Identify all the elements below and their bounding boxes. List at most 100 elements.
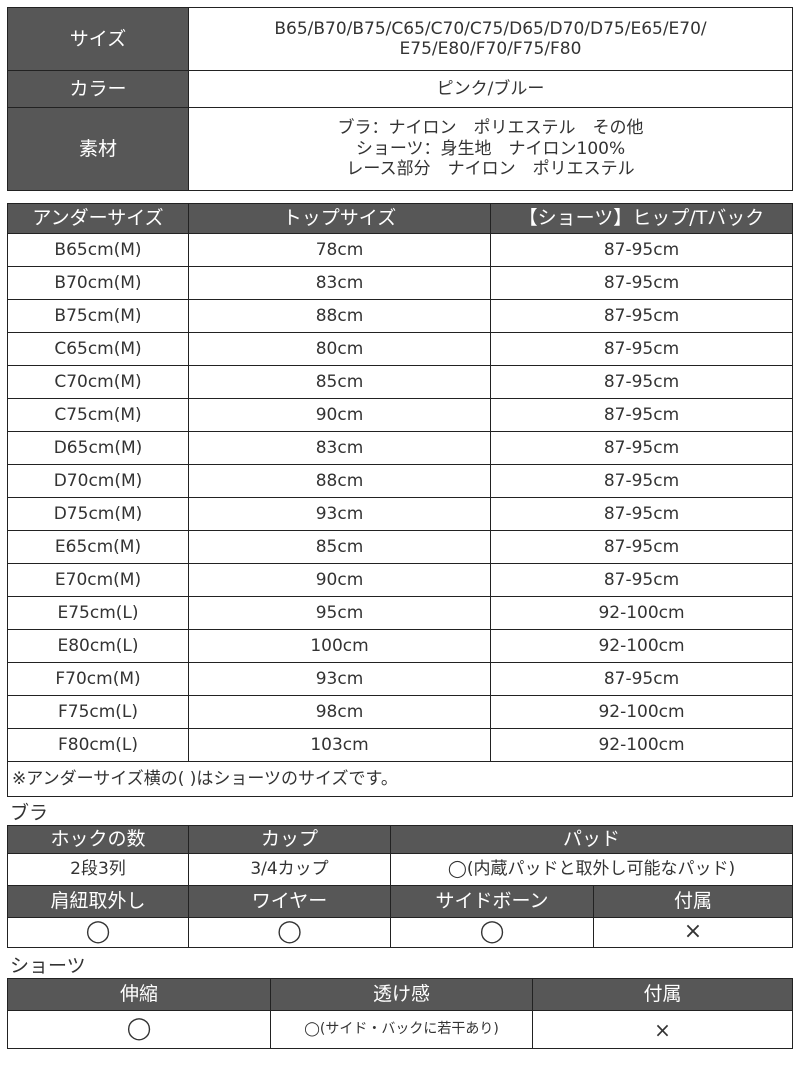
spec-table: サイズ B65/B70/B75/C65/C70/C75/D65/D70/D75/… [7,7,793,191]
shorts-header: 付属 [532,978,793,1011]
bra-header: パッド [390,825,793,854]
header-under: アンダーサイズ [7,203,189,234]
top-size-cell: 103cm [188,728,491,762]
hip-size-cell: 92-100cm [490,629,793,663]
table-row: D65cm(M) 83cm 87-95cm [7,431,793,465]
hip-size-cell: 87-95cm [490,398,793,432]
size-label: サイズ [7,7,189,71]
hip-size-cell: 92-100cm [490,728,793,762]
top-size-cell: 83cm [188,431,491,465]
header-hip: 【ショーツ】ヒップ/Tバック [490,203,793,234]
table-row: E75cm(L) 95cm 92-100cm [7,596,793,630]
hip-size-cell: 87-95cm [490,530,793,564]
table-row: E70cm(M) 90cm 87-95cm [7,563,793,597]
size-row: サイズ B65/B70/B75/C65/C70/C75/D65/D70/D75/… [7,7,793,71]
under-size-cell: F75cm(L) [7,695,189,729]
material-line: ブラ：ナイロン ポリエステル その他 [337,118,644,139]
under-size-cell: D65cm(M) [7,431,189,465]
shorts-value: ◯(サイド・バックに若干あり) [270,1010,533,1049]
shorts-title: ショーツ [10,955,86,977]
top-size-cell: 78cm [188,233,491,267]
hip-size-cell: 87-95cm [490,662,793,696]
under-size-cell: D75cm(M) [7,497,189,531]
bra-header-row: 肩紐取外し ワイヤー サイドボーン 付属 [7,885,793,918]
bra-value-row: 2段3列 3/4カップ ◯(内蔵パッドと取外し可能なパッド) [7,853,793,886]
shorts-header-row: 伸縮 透け感 付属 [7,978,793,1011]
table-row: C70cm(M) 85cm 87-95cm [7,365,793,399]
under-size-cell: C65cm(M) [7,332,189,366]
bra-header: 付属 [593,885,793,918]
under-size-cell: E65cm(M) [7,530,189,564]
top-size-cell: 88cm [188,299,491,333]
table-row: E65cm(M) 85cm 87-95cm [7,530,793,564]
table-row: D75cm(M) 93cm 87-95cm [7,497,793,531]
material-line: レース部分 ナイロン ポリエステル [346,159,635,180]
table-row: D70cm(M) 88cm 87-95cm [7,464,793,498]
top-size-cell: 100cm [188,629,491,663]
bra-value: ◯ [188,917,391,948]
under-size-cell: E80cm(L) [7,629,189,663]
size-line: B65/B70/B75/C65/C70/C75/D65/D70/D75/E65/… [274,18,707,39]
top-size-cell: 90cm [188,563,491,597]
hip-size-cell: 87-95cm [490,497,793,531]
hip-size-cell: 87-95cm [490,266,793,300]
top-size-cell: 90cm [188,398,491,432]
bra-value: ◯ [7,917,189,948]
bra-header: 肩紐取外し [7,885,189,918]
under-size-cell: E75cm(L) [7,596,189,630]
under-size-cell: F70cm(M) [7,662,189,696]
size-table-header: アンダーサイズ トップサイズ 【ショーツ】ヒップ/Tバック [7,203,793,234]
under-size-cell: F80cm(L) [7,728,189,762]
bra-value: × [593,917,793,948]
bra-value-row: ◯ ◯ ◯ × [7,917,793,948]
top-size-cell: 85cm [188,530,491,564]
material-value: ブラ：ナイロン ポリエステル その他 ショーツ：身生地 ナイロン100% レース部分… [188,107,793,191]
shorts-header: 伸縮 [7,978,271,1011]
bra-value: 3/4カップ [188,853,391,886]
bra-header: ワイヤー [188,885,391,918]
hip-size-cell: 87-95cm [490,431,793,465]
under-size-cell: D70cm(M) [7,464,189,498]
size-note: ※アンダーサイズ横の( )はショーツのサイズです。 [7,761,793,797]
hip-size-cell: 87-95cm [490,299,793,333]
hip-size-cell: 87-95cm [490,332,793,366]
shorts-header: 透け感 [270,978,533,1011]
table-row: B75cm(M) 88cm 87-95cm [7,299,793,333]
material-row: 素材 ブラ：ナイロン ポリエステル その他 ショーツ：身生地 ナイロン100% レー… [7,107,793,191]
hip-size-cell: 87-95cm [490,233,793,267]
bra-value: ◯ [390,917,594,948]
top-size-cell: 98cm [188,695,491,729]
table-row: F70cm(M) 93cm 87-95cm [7,662,793,696]
top-size-cell: 93cm [188,662,491,696]
bra-value: ◯(内蔵パッドと取外し可能なパッド) [390,853,793,886]
hip-size-cell: 87-95cm [490,563,793,597]
table-row: B70cm(M) 83cm 87-95cm [7,266,793,300]
color-value: ピンク/ブルー [188,70,793,108]
table-row: F80cm(L) 103cm 92-100cm [7,728,793,762]
bra-title: ブラ [10,802,49,824]
bra-header-row: ホックの数 カップ パッド [7,825,793,854]
top-size-cell: 88cm [188,464,491,498]
bra-value: 2段3列 [7,853,189,886]
size-line: E75/E80/F70/F75/F80 [399,39,582,59]
material-label: 素材 [7,107,189,191]
bra-header: カップ [188,825,391,854]
table-row: C75cm(M) 90cm 87-95cm [7,398,793,432]
top-size-cell: 83cm [188,266,491,300]
hip-size-cell: 92-100cm [490,695,793,729]
shorts-value: × [532,1010,793,1049]
table-row: E80cm(L) 100cm 92-100cm [7,629,793,663]
hip-size-cell: 87-95cm [490,365,793,399]
under-size-cell: E70cm(M) [7,563,189,597]
shorts-table: 伸縮 透け感 付属 ◯ ◯(サイド・バックに若干あり) × [7,978,793,1049]
header-top: トップサイズ [188,203,491,234]
bra-header: ホックの数 [7,825,189,854]
shorts-value: ◯ [7,1010,271,1049]
color-row: カラー ピンク/ブルー [7,70,793,108]
top-size-cell: 95cm [188,596,491,630]
table-row: F75cm(L) 98cm 92-100cm [7,695,793,729]
material-line: ショーツ：身生地 ナイロン100% [355,138,626,159]
bra-header: サイドボーン [390,885,594,918]
under-size-cell: B65cm(M) [7,233,189,267]
top-size-cell: 85cm [188,365,491,399]
